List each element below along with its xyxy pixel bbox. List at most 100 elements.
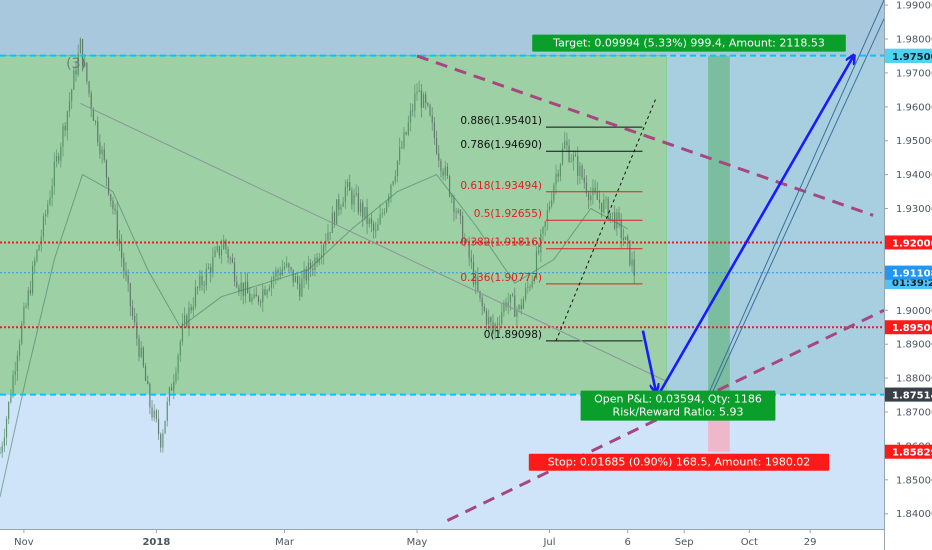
candle-body xyxy=(223,240,225,250)
candle-body xyxy=(370,218,373,224)
candle-body xyxy=(392,181,394,185)
candle-body xyxy=(164,420,166,434)
candle-body xyxy=(349,181,351,191)
candle-body xyxy=(449,176,451,196)
candle-body xyxy=(249,293,251,302)
candle-body xyxy=(60,146,62,161)
candle-body xyxy=(570,160,572,162)
candle-body xyxy=(372,223,375,231)
candle-body xyxy=(177,355,179,373)
candle-body xyxy=(36,250,38,261)
candle-body xyxy=(631,259,633,266)
time-axis-background xyxy=(0,529,884,550)
candle-body xyxy=(538,250,540,253)
candle-body xyxy=(3,437,5,447)
candle-body xyxy=(299,283,301,297)
candle-body xyxy=(618,212,620,220)
candle-body xyxy=(84,62,86,67)
candle-body xyxy=(157,418,160,435)
candle-body xyxy=(581,165,583,178)
candle-body xyxy=(45,214,47,217)
price-tick-label: 1.93000 xyxy=(896,204,932,215)
candle-body xyxy=(462,215,464,243)
candle-body xyxy=(131,306,134,316)
candle-body xyxy=(583,177,585,183)
candle-body xyxy=(160,434,162,448)
candle-body xyxy=(151,407,153,418)
candle-body xyxy=(192,306,194,311)
candle-body xyxy=(8,402,10,419)
candle-body xyxy=(266,290,268,295)
candle-body xyxy=(485,311,488,325)
candle-body xyxy=(134,315,136,323)
candle-body xyxy=(116,210,118,240)
candle-body xyxy=(166,401,168,421)
candle-body xyxy=(305,269,307,281)
fib-level-label: 0.886(1.95401) xyxy=(460,115,542,127)
candle-body xyxy=(170,387,173,391)
candle-body xyxy=(475,276,477,285)
candle-body xyxy=(318,258,320,263)
horizontal-levels-layer xyxy=(0,54,884,396)
candle-body xyxy=(236,281,238,288)
candle-body xyxy=(107,177,110,195)
candle-body xyxy=(405,132,407,135)
candle-body xyxy=(396,160,399,177)
candle-body xyxy=(481,298,483,307)
candle-body xyxy=(466,239,468,241)
target-label-box xyxy=(532,34,846,52)
price-tick-label: 1.84000 xyxy=(896,509,932,520)
projection-arrow xyxy=(641,330,656,392)
candle-body xyxy=(279,272,281,276)
candle-body xyxy=(88,81,90,94)
candle-body xyxy=(79,39,81,54)
candle-body xyxy=(179,341,181,356)
candle-body xyxy=(205,268,207,286)
candle-body xyxy=(520,305,522,309)
candle-body xyxy=(97,121,99,142)
candle-body xyxy=(125,271,127,276)
candle-body xyxy=(114,208,116,211)
axis-badge xyxy=(885,48,932,63)
level-badge xyxy=(885,320,932,335)
price-axis[interactable]: 1.840001.850001.860001.870001.880001.890… xyxy=(884,1,932,521)
candle-body xyxy=(568,145,570,162)
candle-body xyxy=(309,262,312,269)
candle-body xyxy=(542,227,544,234)
candle-body xyxy=(199,276,201,288)
price-tick-label: 1.85000 xyxy=(896,475,932,486)
candle-body xyxy=(123,257,125,272)
candle-body xyxy=(459,209,462,216)
candle-body xyxy=(210,267,212,274)
candle-body xyxy=(533,277,535,282)
candle-body xyxy=(31,266,34,294)
candle-body xyxy=(342,201,344,207)
candle-body xyxy=(238,287,240,292)
candle-body xyxy=(557,173,559,177)
candle-body xyxy=(527,286,529,288)
candle-body xyxy=(453,197,455,212)
candle-body xyxy=(168,387,171,402)
candles-layer xyxy=(0,37,635,459)
candle-body xyxy=(296,276,299,284)
candle-body xyxy=(68,100,71,112)
level-badge-label: 1.92000 xyxy=(892,238,932,249)
candle-body xyxy=(323,245,325,255)
candle-body xyxy=(214,250,216,257)
candle-body xyxy=(207,267,210,269)
candle-body xyxy=(188,307,190,327)
candle-body xyxy=(579,165,581,176)
candle-body xyxy=(333,212,336,225)
candle-body xyxy=(229,257,231,259)
candle-body xyxy=(607,198,609,220)
fib-level-label: 0.786(1.94690) xyxy=(460,139,542,151)
candle-body xyxy=(422,94,425,108)
candle-body xyxy=(605,198,607,200)
candle-body xyxy=(446,166,449,177)
axis-badge-label: 01:39:22 xyxy=(892,278,932,289)
candle-body xyxy=(507,302,509,307)
candle-body xyxy=(138,338,140,357)
time-axis[interactable]: Nov 2018 Mar May Jul 6 Sep Oct 29 xyxy=(14,529,817,548)
